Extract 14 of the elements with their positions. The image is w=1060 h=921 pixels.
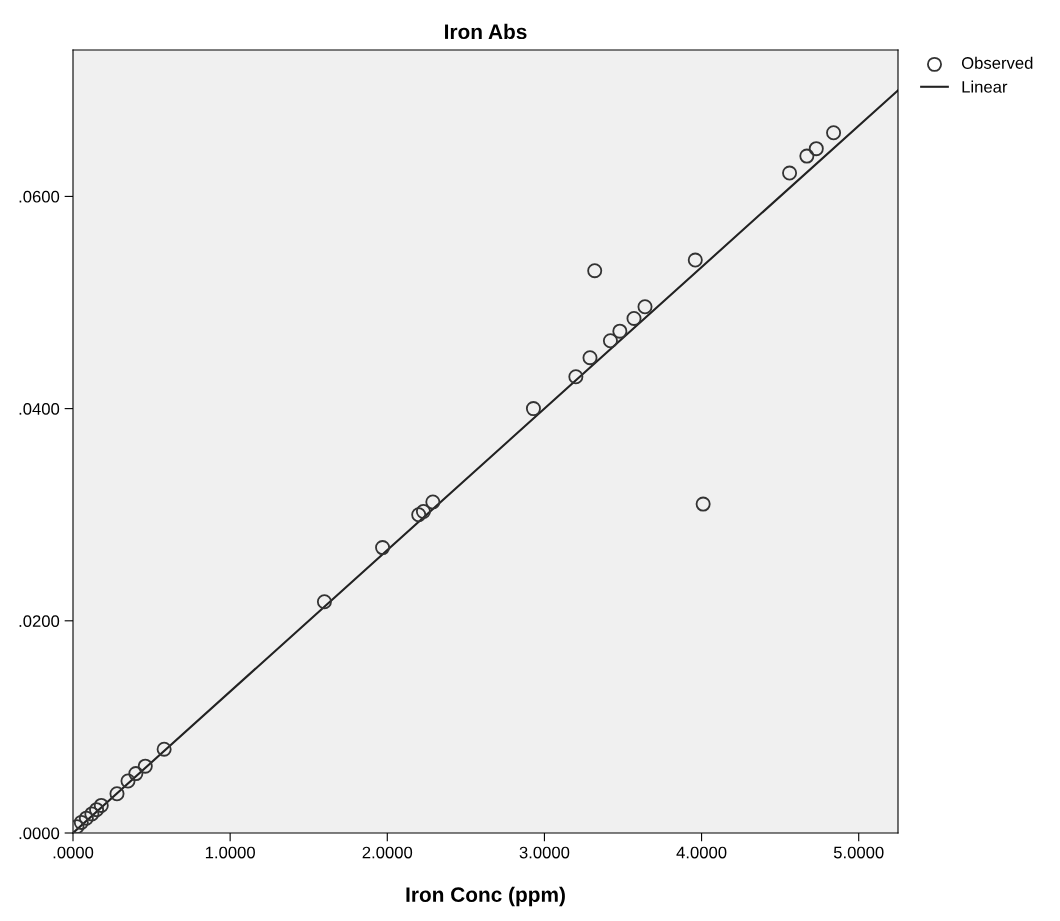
x-tick-label: .0000 xyxy=(53,846,94,859)
legend-label: Linear xyxy=(962,80,1008,93)
x-tick-label: 5.0000 xyxy=(833,846,884,859)
x-tick-label: 4.0000 xyxy=(676,846,727,859)
chart-title: Iron Abs xyxy=(445,23,527,40)
y-tick-label: .0400 xyxy=(19,403,60,415)
x-axis-title: Iron Conc (ppm) xyxy=(406,886,565,907)
x-tick-label: 3.0000 xyxy=(519,846,570,859)
legend-label: Observed xyxy=(961,56,1033,69)
y-tick-label: .0000 xyxy=(19,827,60,840)
x-tick-label: 1.0000 xyxy=(205,846,255,859)
x-tick-label: 2.0000 xyxy=(362,846,413,859)
y-tick-label: .0200 xyxy=(19,615,60,628)
y-tick-label: .0600 xyxy=(19,190,60,203)
